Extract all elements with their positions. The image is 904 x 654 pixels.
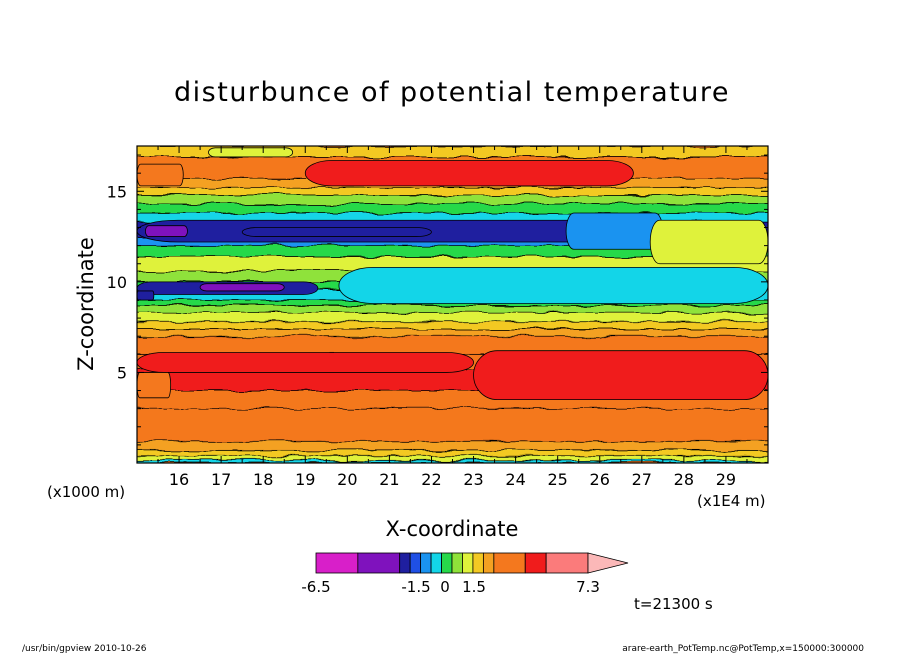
contour-layer <box>137 449 768 457</box>
x-tick-label: 28 <box>674 470 694 489</box>
colorbar-segment <box>524 552 547 574</box>
contour-features <box>137 147 768 400</box>
time-label: t=21300 s <box>634 595 713 613</box>
contour-feature <box>137 163 184 187</box>
colorbar-segment <box>451 552 463 574</box>
y-axis-ticks: 5 10 15 <box>107 154 768 446</box>
colorbar-tick-label: -6.5 <box>301 578 330 596</box>
contour-layer <box>137 305 768 314</box>
contour-layers <box>137 146 768 463</box>
colorbar-tick-label: 1.5 <box>462 578 486 596</box>
footer-left: /usr/bin/gpview 2010-10-26 <box>22 644 147 654</box>
colorbar-segment <box>315 552 359 574</box>
chart-title: disturbunce of potential temperature <box>174 77 730 108</box>
contour-layer <box>137 146 768 158</box>
x-tick-label: 18 <box>253 470 273 489</box>
x-axis-ticks: 16 17 18 19 20 21 22 23 24 25 26 27 28 29 <box>136 146 769 489</box>
x-tick-label: 23 <box>463 470 483 489</box>
contour-feature <box>145 225 188 237</box>
x-tick-label: 24 <box>505 470 525 489</box>
colorbar-segment <box>409 552 422 574</box>
x-tick-label: 26 <box>590 470 610 489</box>
colorbar-tick-label: 0 <box>440 578 450 596</box>
contour-layer <box>137 408 768 442</box>
colorbar-segment <box>462 552 474 574</box>
contour-feature <box>208 147 294 158</box>
y-tick-label: 15 <box>107 182 127 201</box>
contour-feature <box>137 352 474 373</box>
x-tick-label: 17 <box>211 470 231 489</box>
colorbar-tick-label: -1.5 <box>401 578 430 596</box>
contour-feature <box>199 283 285 292</box>
contour-feature <box>473 350 768 400</box>
colorbar-segment <box>482 552 495 574</box>
x-tick-label: 22 <box>421 470 441 489</box>
colorbar-segment <box>545 552 589 574</box>
x-tick-label: 16 <box>169 470 189 489</box>
x-tick-label: 29 <box>716 470 736 489</box>
contour-feature <box>241 227 432 237</box>
colorbar-segment <box>399 552 411 574</box>
colorbar-segment <box>420 552 432 574</box>
x-axis-label: X-coordinate <box>386 517 519 541</box>
contour-layer <box>137 194 768 205</box>
contour-layer <box>137 328 768 337</box>
colorbar-segment <box>493 552 526 574</box>
colorbar-extension <box>587 552 629 574</box>
x-axis-unit: (x1E4 m) <box>697 492 766 510</box>
contour-feature <box>565 212 664 250</box>
colorbar-tick-labels: -6.5 -1.5 0 1.5 7.3 <box>301 578 600 596</box>
footer-right: arare-earth_PotTemp.nc@PotTemp,x=150000:… <box>622 644 864 654</box>
plot-area <box>137 146 768 463</box>
colorbar-segment <box>441 552 453 574</box>
contour-feature <box>304 160 634 187</box>
contour-layer <box>137 440 768 451</box>
colorbar-tick-label: 7.3 <box>576 578 600 596</box>
y-tick-label: 10 <box>107 273 127 292</box>
y-axis-unit: (x1000 m) <box>47 483 125 501</box>
contour-feature <box>137 290 155 301</box>
x-tick-label: 21 <box>379 470 399 489</box>
colorbar-segment <box>430 552 442 574</box>
contour-layer <box>137 321 768 330</box>
colorbar-segment <box>472 552 484 574</box>
y-axis-label: Z-coordinate <box>74 237 98 371</box>
y-tick-label: 5 <box>117 363 127 382</box>
x-tick-label: 20 <box>337 470 357 489</box>
contour-feature <box>137 372 172 399</box>
x-tick-label: 25 <box>547 470 567 489</box>
x-tick-label: 19 <box>295 470 315 489</box>
contour-layer <box>137 312 768 323</box>
x-tick-label: 27 <box>632 470 652 489</box>
contour-feature <box>649 219 768 265</box>
contour-layer <box>137 187 768 196</box>
contour-feature <box>338 266 768 304</box>
colorbar <box>315 552 629 574</box>
contour-layer <box>137 203 768 214</box>
colorbar-segment <box>357 552 401 574</box>
